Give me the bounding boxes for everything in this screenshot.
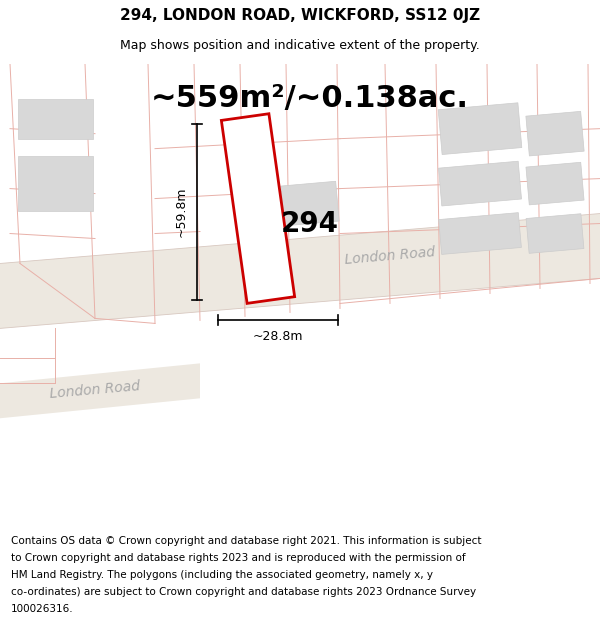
Polygon shape: [526, 111, 584, 156]
Text: London Road: London Road: [49, 379, 141, 401]
Text: ~59.8m: ~59.8m: [175, 187, 187, 238]
Polygon shape: [281, 181, 339, 226]
Polygon shape: [439, 213, 521, 254]
Polygon shape: [526, 162, 584, 205]
Text: HM Land Registry. The polygons (including the associated geometry, namely x, y: HM Land Registry. The polygons (includin…: [11, 570, 433, 580]
Polygon shape: [17, 99, 92, 139]
Polygon shape: [438, 102, 522, 154]
Text: 294, LONDON ROAD, WICKFORD, SS12 0JZ: 294, LONDON ROAD, WICKFORD, SS12 0JZ: [120, 8, 480, 23]
Text: co-ordinates) are subject to Crown copyright and database rights 2023 Ordnance S: co-ordinates) are subject to Crown copyr…: [11, 587, 476, 597]
Polygon shape: [439, 161, 521, 206]
Text: ~559m²/~0.138ac.: ~559m²/~0.138ac.: [151, 84, 469, 113]
Text: to Crown copyright and database rights 2023 and is reproduced with the permissio: to Crown copyright and database rights 2…: [11, 553, 466, 563]
Polygon shape: [221, 114, 295, 303]
Text: 294: 294: [281, 209, 339, 238]
Polygon shape: [0, 363, 200, 418]
Polygon shape: [17, 156, 92, 211]
Text: ~28.8m: ~28.8m: [253, 330, 303, 343]
Text: 100026316.: 100026316.: [11, 604, 73, 614]
Text: Contains OS data © Crown copyright and database right 2021. This information is : Contains OS data © Crown copyright and d…: [11, 536, 481, 546]
Text: London Road: London Road: [344, 246, 436, 268]
Text: Map shows position and indicative extent of the property.: Map shows position and indicative extent…: [120, 39, 480, 52]
Polygon shape: [0, 214, 600, 328]
Polygon shape: [526, 214, 584, 253]
